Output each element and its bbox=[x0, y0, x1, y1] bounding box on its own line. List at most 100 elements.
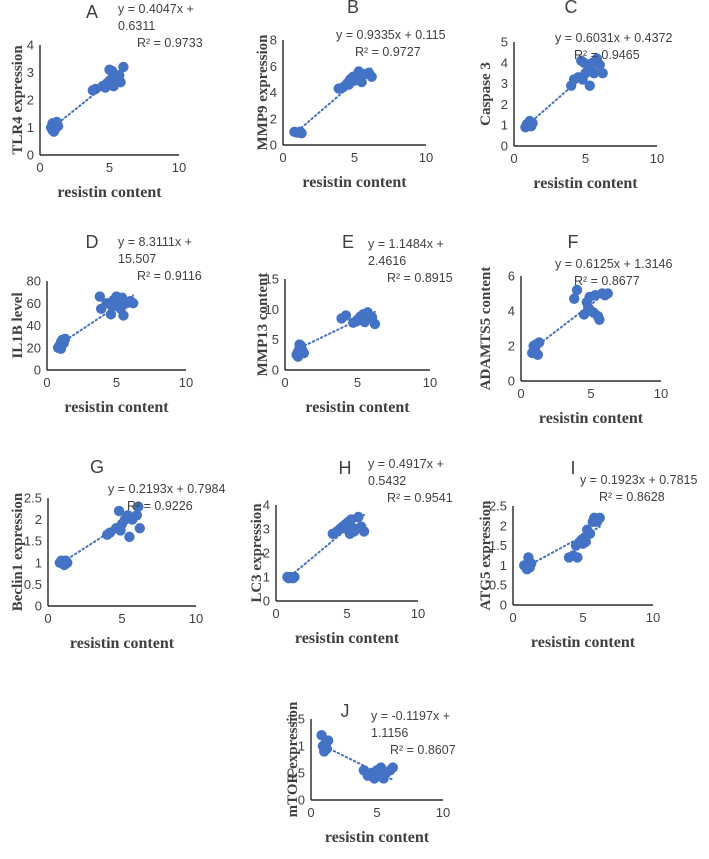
panel-h-data-point bbox=[353, 511, 364, 523]
panel-d-y-axis-title: IL1B level bbox=[10, 292, 26, 358]
panel-j-x-tick-label: 10 bbox=[436, 805, 450, 820]
panel-c-data-point bbox=[577, 74, 588, 85]
panel-b-x-tick-label: 5 bbox=[351, 150, 358, 165]
panel-b-x-tick-label: 10 bbox=[419, 150, 433, 165]
panel-i-equation: y = 0.1923x + 0.7815 bbox=[580, 473, 698, 487]
panel-g-x-tick-label: 5 bbox=[118, 611, 125, 626]
panel-h-equation: y = 0.4917x + bbox=[368, 457, 444, 471]
panel-g-trendline bbox=[58, 511, 141, 565]
panel-d-equation: 15.507 bbox=[118, 252, 156, 266]
panel-d-data-point bbox=[115, 303, 126, 315]
panel-e-x-tick-label: 10 bbox=[423, 375, 437, 390]
panel-e-x-axis-title: resistin content bbox=[305, 399, 410, 416]
panel-i-y-tick-label: 1 bbox=[500, 558, 507, 573]
panel-g-data-point bbox=[124, 531, 135, 543]
panel-j-y-tick-label: 1 bbox=[298, 739, 305, 754]
panel-h-letter: H bbox=[339, 458, 352, 478]
panel-i-x-tick-label: 5 bbox=[579, 610, 586, 625]
panel-a-y-tick-label: 2 bbox=[27, 93, 34, 108]
panel-b-r-squared: R² = 0.9727 bbox=[355, 45, 421, 59]
panel-h-y-tick-label: 1 bbox=[263, 570, 270, 585]
panel-a-letter: A bbox=[86, 2, 98, 22]
panel-g-x-tick-label: 0 bbox=[44, 611, 51, 626]
panel-i-y-tick-label: 0 bbox=[500, 598, 507, 613]
panel-b-y-axis-title: MMP9 expression bbox=[255, 34, 271, 151]
panel-j-x-tick-label: 0 bbox=[307, 805, 314, 820]
panel-h-x-tick-label: 5 bbox=[343, 606, 350, 621]
panel-j-trendline bbox=[320, 743, 394, 781]
panel-h-y-tick-label: 3 bbox=[263, 522, 270, 537]
panel-j-x-axis-title: resistin content bbox=[325, 829, 430, 846]
panel-g-r-squared: R² = 0.9226 bbox=[127, 499, 193, 513]
panel-j-letter: J bbox=[341, 701, 350, 721]
panel-c-data-point bbox=[587, 57, 598, 68]
panel-j-x-tick-label: 5 bbox=[373, 805, 380, 820]
panel-a-y-tick-label: 0 bbox=[27, 148, 34, 163]
panel-e-x-tick-label: 5 bbox=[354, 375, 361, 390]
panel-a-y-tick-label: 1 bbox=[27, 120, 34, 135]
panel-i-x-tick-label: 0 bbox=[509, 610, 516, 625]
panel-a-y-tick-label: 4 bbox=[27, 38, 34, 53]
panel-b-letter: B bbox=[347, 0, 359, 17]
panel-a-data-point bbox=[48, 126, 60, 137]
panel-i-letter: I bbox=[570, 458, 575, 478]
panel-a-data-point bbox=[115, 76, 126, 88]
panel-i-x-tick-label: 10 bbox=[646, 610, 660, 625]
panel-f-letter: F bbox=[568, 232, 579, 252]
panel-e-y-tick-label: 0 bbox=[272, 363, 279, 378]
panel-b-y-tick-label: 2 bbox=[270, 111, 277, 126]
panel-c-y-tick-label: 2 bbox=[501, 97, 508, 112]
panel-h-y-tick-label: 2 bbox=[263, 546, 270, 561]
panel-j-data-point bbox=[387, 762, 399, 773]
panel-h-r-squared: R² = 0.9541 bbox=[387, 491, 453, 505]
panel-a-data-point bbox=[118, 61, 129, 73]
panel-g-y-tick-label: 2.5 bbox=[24, 491, 42, 506]
panel-d-x-axis-title: resistin content bbox=[64, 399, 169, 416]
panel-h-y-axis-title: LC3 expression bbox=[249, 503, 265, 603]
panel-c-data-point bbox=[597, 68, 608, 79]
panel-i-y-tick-label: 1.5 bbox=[489, 538, 507, 553]
panel-h-y-tick-label: 0 bbox=[263, 594, 270, 609]
panel-b-equation: y = 0.9335x + 0.115 bbox=[336, 28, 446, 42]
panel-f-x-axis-title: resistin content bbox=[539, 410, 644, 427]
panel-h-data-point bbox=[358, 526, 370, 537]
panel-f-data-point bbox=[569, 293, 580, 304]
panel-h-x-tick-label: 10 bbox=[411, 606, 425, 621]
panel-f-x-tick-label: 10 bbox=[654, 386, 668, 401]
panel-g-y-tick-label: 0 bbox=[35, 599, 42, 614]
panel-a-x-axis-title: resistin content bbox=[57, 184, 162, 201]
panel-d-data-point bbox=[55, 343, 67, 355]
panel-b-x-tick-label: 0 bbox=[279, 150, 286, 165]
panel-f-data-point bbox=[602, 288, 613, 299]
panel-g-y-tick-label: 2 bbox=[35, 512, 42, 527]
panel-d-y-tick-label: 20 bbox=[27, 340, 41, 355]
panel-b-data-point bbox=[366, 71, 377, 82]
panel-g-data-point bbox=[62, 557, 73, 568]
panel-e-y-axis-title: MMP13 content bbox=[255, 273, 271, 377]
panel-h-equation: 0.5432 bbox=[368, 474, 406, 488]
panel-c-y-tick-label: 1 bbox=[501, 118, 508, 133]
panel-b-data-point bbox=[343, 79, 354, 90]
panel-c-equation: y = 0.6031x + 0.4372 bbox=[555, 31, 673, 45]
panel-e-r-squared: R² = 0.8915 bbox=[387, 271, 453, 285]
panel-f-x-tick-label: 5 bbox=[587, 386, 594, 401]
panel-c-letter: C bbox=[565, 0, 578, 17]
panel-c-y-tick-label: 3 bbox=[501, 76, 508, 91]
panel-a-equation: y = 0.4047x + bbox=[118, 2, 194, 16]
panel-e-data-point bbox=[292, 351, 304, 362]
panel-d-y-tick-label: 40 bbox=[27, 318, 41, 333]
panel-c-data-point bbox=[525, 121, 537, 132]
panel-e-letter: E bbox=[342, 232, 354, 252]
panel-f-trendline bbox=[531, 290, 609, 351]
panel-g-data-point bbox=[115, 525, 126, 536]
panel-d-data-point bbox=[94, 291, 106, 302]
panel-d-r-squared: R² = 0.9116 bbox=[137, 269, 202, 283]
panel-e-data-point bbox=[369, 318, 381, 330]
panel-d-data-point bbox=[105, 309, 117, 320]
panel-a-r-squared: R² = 0.9733 bbox=[137, 36, 203, 50]
panel-a-x-tick-label: 10 bbox=[172, 160, 186, 175]
panel-g-y-axis-title: Beclin1 expression bbox=[10, 492, 26, 611]
panel-h-data-point bbox=[344, 528, 356, 539]
panel-a-equation: 0.6311 bbox=[118, 19, 155, 33]
